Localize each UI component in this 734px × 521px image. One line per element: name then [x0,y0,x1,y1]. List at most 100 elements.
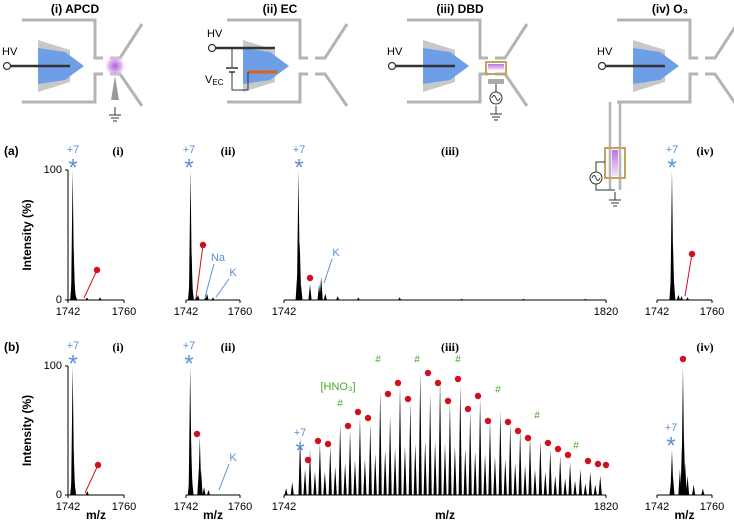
panel-label: (ii) [221,340,236,354]
peak [488,420,492,495]
peak [543,471,547,495]
peak [378,391,382,495]
peak [298,241,302,300]
panel-label: (iii) [441,340,459,354]
annotation: +7 [665,422,678,434]
peak [448,402,452,495]
oxidation-marker [364,414,372,422]
peak [373,453,377,495]
peak [438,378,442,495]
peak [573,480,577,495]
oxidation-marker [344,422,352,430]
x-tick-label: 1760 [700,306,724,318]
x-tick-label: 1760 [228,501,252,513]
panel-label: (iv) [696,340,713,354]
peak [336,296,340,300]
annotation: +7 [67,340,80,352]
x-tick-label: 1760 [228,306,252,318]
annotation: * [667,154,676,181]
peak [433,440,437,495]
hv-terminal [207,43,217,53]
peak [671,475,675,495]
wire [231,72,249,91]
peak [323,471,327,495]
annotation: * [184,154,193,181]
peak [701,488,705,495]
marker-line [84,464,99,494]
x-tick-label: 1820 [594,501,618,513]
annotation: # [455,355,461,366]
y-tick-label: 100 [44,164,62,176]
row-label: (b) [4,340,19,354]
peak [672,280,676,300]
peak [205,293,209,300]
discharge-needle [111,76,119,100]
peak [528,436,532,495]
hv-terminal [2,61,12,71]
chamber-wall [22,18,103,60]
ms-inlet [110,23,144,60]
hv-label: HV [2,46,18,58]
oxidation-marker [484,417,492,425]
peak [679,296,684,300]
chamber-wall [227,72,308,104]
x-tick-label: 1742 [174,501,198,513]
peak [308,284,312,300]
plasma-glow [104,55,126,77]
peak [468,411,472,495]
peak [196,294,200,300]
peak [593,484,597,495]
peak [284,488,288,495]
peak [290,482,294,495]
peak [548,449,552,495]
marker-line [83,269,98,299]
x-tick-label: 1820 [594,306,618,318]
oxidation-marker [314,437,322,445]
x-tick-label: 1760 [112,306,136,318]
peak [323,293,327,300]
voltage-label: VEC [205,74,224,87]
x-axis-label: m/z [674,508,694,521]
peak [583,483,587,495]
peak [413,443,417,495]
peak [358,417,362,495]
ms-inlet [705,72,734,105]
spray-cone [243,48,289,84]
annotation: +7 [67,144,80,156]
ac-wave [491,95,501,101]
ms-inlet [705,25,734,60]
peak [508,424,512,495]
panel-label: (i) [112,144,123,158]
annotation: +7 [293,144,306,156]
peak [318,443,322,495]
annotation: * [68,154,77,181]
peak [518,430,522,495]
peak [393,448,397,495]
dbd-plasma [488,64,504,70]
annotation: [HNO₃] [320,381,355,393]
peak [588,471,592,495]
annotation-line [215,278,230,298]
peak [328,445,332,495]
peak [189,248,193,300]
annotation: * [666,432,675,459]
oxidation-marker [424,369,432,377]
peak [338,424,342,495]
y-axis-label: Intensity (%) [20,395,34,466]
x-tick-label: 1742 [56,501,80,513]
dbd-plasma [612,150,618,176]
peak [403,445,407,495]
x-tick-label: 1760 [700,501,724,513]
peak [483,453,487,495]
oxidation-marker [324,440,332,448]
peak [478,398,482,495]
oxidation-marker [602,461,610,469]
peak [521,298,526,300]
peak [356,297,360,300]
hv-label: HV [387,46,403,58]
peak [428,394,432,495]
voltage-symbol: V [205,74,213,86]
y-tick-label: 0 [56,489,62,501]
chamber-wall [407,72,488,104]
peak [685,297,690,300]
